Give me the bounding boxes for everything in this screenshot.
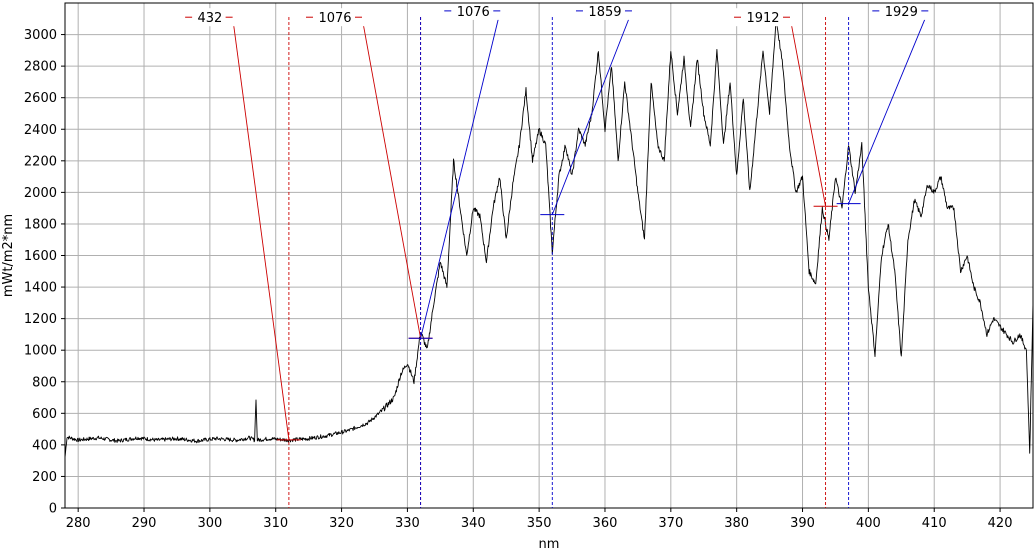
- marker-label-box: [573, 1, 636, 20]
- x-tick-label: 280: [66, 516, 91, 531]
- marker-label: 1076: [457, 5, 490, 20]
- y-tick-label: 800: [32, 375, 57, 390]
- marker-label: 1859: [588, 5, 621, 20]
- y-axis: 0 200 400 600 800 1000 1200 1400 1600 1800 2000 220…: [24, 28, 65, 517]
- x-tick-label: 390: [790, 516, 815, 531]
- y-tick-label: 1000: [24, 344, 57, 359]
- y-tick-label: 0: [49, 502, 57, 517]
- marker-label-box: [870, 1, 933, 20]
- y-tick-label: 200: [32, 470, 57, 485]
- x-axis: 280 290 300 310 320 330 340 350 360 370 380 390 400 4…: [66, 508, 1013, 531]
- marker-callout: 1859: [540, 1, 636, 508]
- series-layer: [64, 19, 1034, 458]
- y-tick-label: 2400: [24, 123, 57, 138]
- y-tick-label: 3000: [24, 28, 57, 43]
- x-tick-label: 290: [132, 516, 157, 531]
- y-axis-label: mWt/m2*nm: [1, 214, 16, 297]
- x-tick-label: 320: [329, 516, 354, 531]
- y-tick-label: 1600: [24, 249, 57, 264]
- x-tick-label: 370: [658, 516, 683, 531]
- spectrum-series-line: [64, 19, 1034, 458]
- y-tick-label: 1800: [24, 217, 57, 232]
- y-tick-label: 2800: [24, 60, 57, 75]
- x-tick-label: 340: [461, 516, 486, 531]
- marker-callout: 1929: [836, 1, 933, 508]
- marker-callout: 1912: [732, 8, 838, 508]
- marker-callout: 432: [183, 8, 301, 508]
- marker-leader: [848, 10, 929, 204]
- x-tick-label: 400: [856, 516, 881, 531]
- y-tick-label: 600: [32, 407, 57, 422]
- marker-label-box: [732, 8, 795, 27]
- marker-label: 1912: [746, 11, 779, 26]
- x-tick-label: 310: [263, 516, 288, 531]
- y-tick-label: 1200: [24, 312, 57, 327]
- marker-leader: [420, 10, 501, 339]
- markers-layer: 432 1076 1076 1859 1912 1929: [65, 1, 1033, 508]
- marker-label: 1076: [318, 11, 351, 26]
- marker-leader: [361, 17, 422, 339]
- x-tick-label: 330: [395, 516, 420, 531]
- x-tick-label: 360: [593, 516, 618, 531]
- grid: [65, 3, 1033, 509]
- x-tick-label: 420: [988, 516, 1013, 531]
- marker-label-box: [303, 8, 366, 27]
- y-tick-label: 2200: [24, 154, 57, 169]
- marker-label: 1929: [885, 5, 918, 20]
- y-tick-label: 1400: [24, 281, 57, 296]
- x-axis-label: nm: [539, 537, 560, 551]
- x-tick-label: 300: [197, 516, 222, 531]
- x-tick-label: 380: [724, 516, 749, 531]
- y-tick-label: 2000: [24, 186, 57, 201]
- marker-leader: [551, 10, 633, 215]
- x-tick-label: 410: [922, 516, 947, 531]
- marker-callout: 1076: [408, 1, 505, 508]
- y-tick-label: 400: [32, 438, 57, 453]
- y-tick-label: 2600: [24, 91, 57, 106]
- x-tick-label: 350: [527, 516, 552, 531]
- marker-leader: [789, 17, 827, 207]
- marker-callout: 1076: [303, 8, 433, 508]
- marker-leader: [232, 17, 290, 440]
- marker-label-box: [442, 1, 505, 20]
- marker-label: 432: [197, 11, 222, 26]
- marker-label-box: [183, 8, 237, 27]
